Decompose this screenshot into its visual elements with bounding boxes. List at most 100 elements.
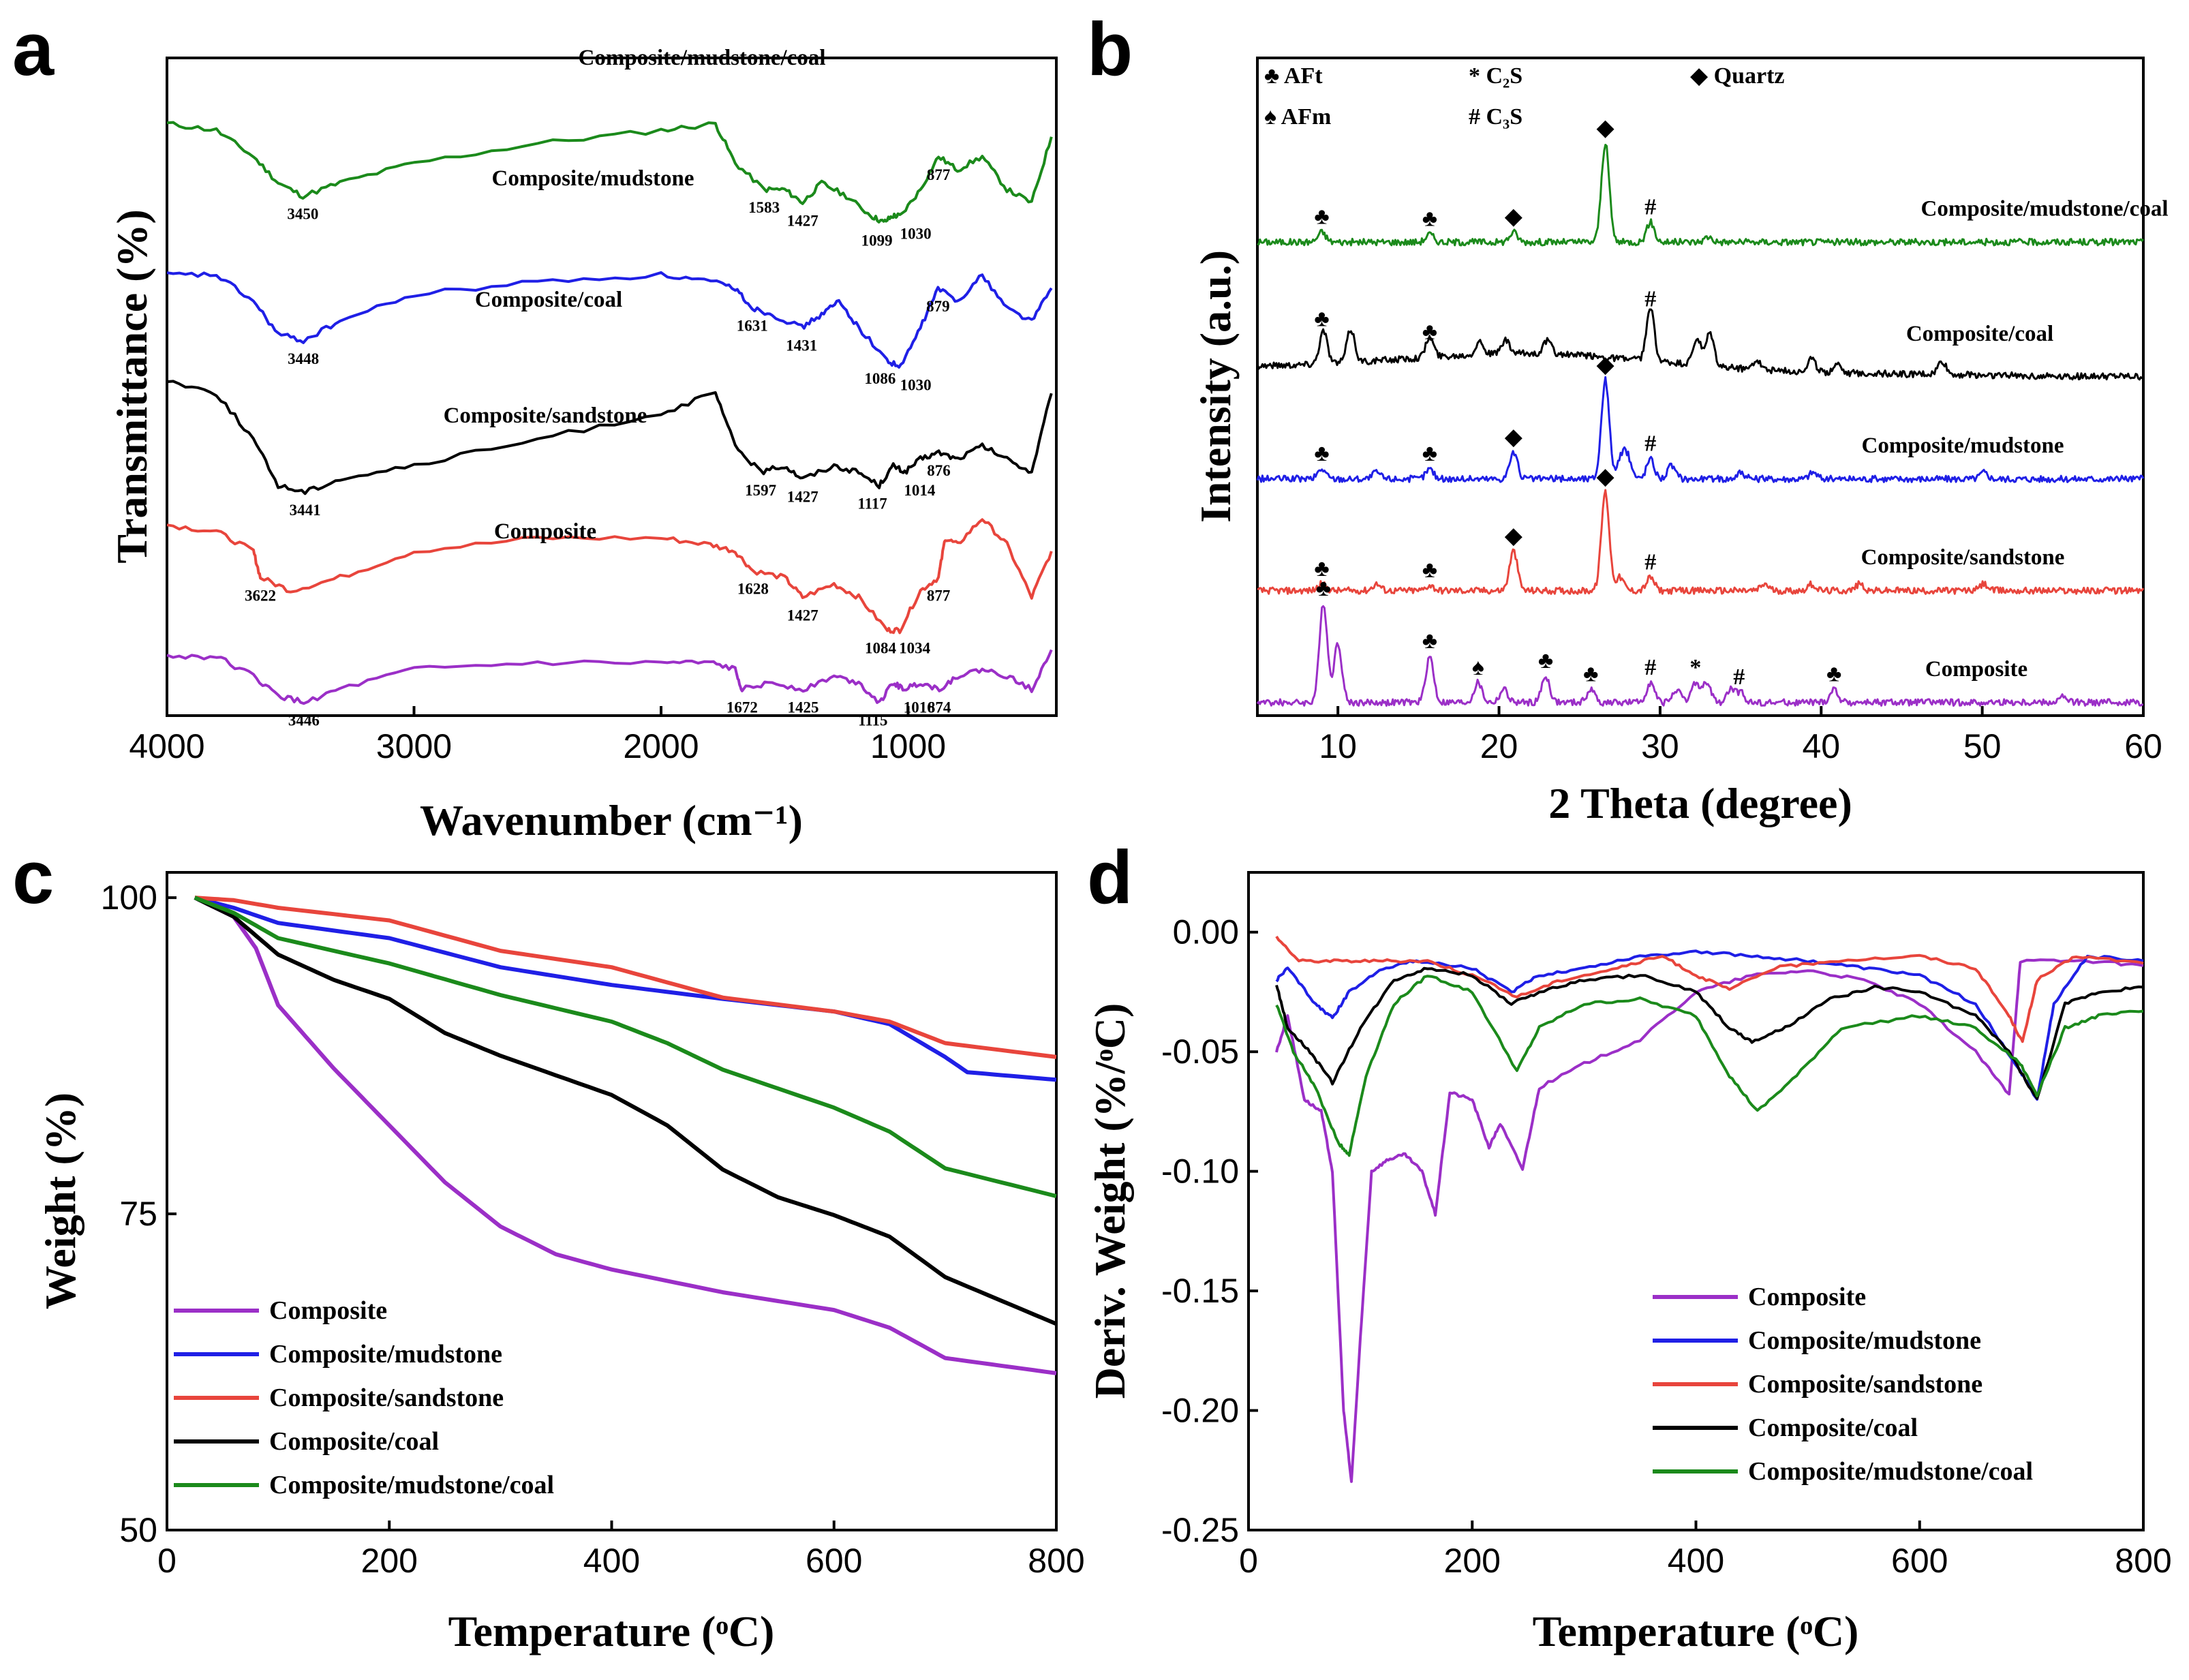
panel-b-legend-c-s: * C₂S xyxy=(1469,63,1522,89)
panel-d-legend-label: Composite xyxy=(1748,1283,1866,1311)
panel-b-xtick-label: 60 xyxy=(2124,727,2162,765)
panel-d-xlabel: Temperature (ᵒC) xyxy=(1533,1607,1859,1655)
panel-c-line-composite-sandstone xyxy=(194,896,1057,1059)
panel-c-tg: 0 200 400 600 800 50 75 100 Composite Composite/… xyxy=(36,871,1085,1655)
panel-b-phase-marker: ♣ xyxy=(1314,441,1329,466)
panel-a-peak-label: 877 xyxy=(927,166,951,183)
panel-a-peak-label: 1431 xyxy=(786,337,817,354)
panel-c-legend-label: Composite/coal xyxy=(269,1427,439,1456)
panel-c-line-composite xyxy=(194,896,1057,1375)
panel-d-ylabel: Deriv. Weight (%/ᵒC) xyxy=(1086,1003,1134,1399)
panel-b-series-label: Composite xyxy=(1925,657,2027,682)
panel-d-line-composite-mudstone-coal xyxy=(1275,975,2144,1157)
panel-b-line-composite-mudstone xyxy=(1256,376,2145,483)
panel-c-line-composite-mudstone-coal xyxy=(194,896,1057,1199)
panel-a-peak-label: 874 xyxy=(928,699,951,716)
panel-d-ytick-label: -0.15 xyxy=(1161,1272,1239,1310)
panel-a-line-composite-mudstone-coal xyxy=(166,121,1053,224)
panel-b-xtick-label: 40 xyxy=(1802,727,1840,765)
panel-a-peak-label: 1014 xyxy=(904,482,936,499)
panel-a-peak-label: 1030 xyxy=(900,226,932,243)
panel-a-peak-label: 1115 xyxy=(858,712,887,729)
panel-b-line-composite-mudstone-coal xyxy=(1257,144,2145,247)
panel-a-series-label: Composite xyxy=(494,519,596,544)
panel-a-peak-label: 1583 xyxy=(748,199,780,216)
panel-a-xlabel: Wavenumber (cm⁻¹) xyxy=(420,796,803,844)
panel-a-peak-label: 1425 xyxy=(787,699,818,716)
panel-b-phase-marker: ♣ xyxy=(1316,576,1331,601)
panel-b-phase-marker: # xyxy=(1644,194,1656,219)
panel-b-phase-marker: ♣ xyxy=(1314,306,1329,331)
panel-a-xtick-label: 3000 xyxy=(376,727,452,765)
panel-d-xtick-label: 0 xyxy=(1239,1542,1258,1580)
panel-a-peak-label: 876 xyxy=(927,462,951,479)
panel-b-phase-marker: ♣ xyxy=(1583,661,1598,686)
panel-d-legend-label: Composite/coal xyxy=(1748,1414,1918,1442)
panel-d-legend-label: Composite/mudstone/coal xyxy=(1748,1457,2033,1486)
panel-b-phase-marker: ◆ xyxy=(1505,425,1523,450)
panel-d-legend-label: Composite/mudstone xyxy=(1748,1326,1981,1355)
panel-d-ytick-label: 0.00 xyxy=(1173,913,1239,951)
panel-b-xtick-label: 10 xyxy=(1319,727,1357,765)
panel-c-ylabel: Weight (%) xyxy=(36,1093,85,1309)
panel-d-xtick-label: 800 xyxy=(2115,1542,2171,1580)
panel-b-xtick-label: 20 xyxy=(1480,727,1518,765)
panel-a-peak-label: 1117 xyxy=(857,495,887,512)
panel-b-phase-marker: # xyxy=(1644,655,1656,680)
panel-b-phase-marker: ♣ xyxy=(1314,556,1329,581)
panel-b-legend-quartz: ◆ Quartz xyxy=(1690,63,1785,89)
panel-a-frame xyxy=(166,57,1058,717)
panel-c-legend-label: Composite/mudstone/coal xyxy=(269,1471,554,1499)
panel-c-xtick-label: 200 xyxy=(361,1542,418,1580)
panel-b-phase-marker: ♣ xyxy=(1314,204,1329,230)
panel-d-xtick-label: 400 xyxy=(1668,1542,1724,1580)
panel-a-peak-label: 1631 xyxy=(737,318,768,335)
panel-b-legend-aft: ♣ AFt xyxy=(1264,63,1323,89)
panel-a-xtick-label: 4000 xyxy=(129,727,204,765)
panel-a-peak-label: 877 xyxy=(927,587,951,604)
panel-letter-d: d xyxy=(1087,836,1133,919)
panel-b-phase-marker: ◆ xyxy=(1596,115,1614,140)
panel-a-ylabel: Transmittance (%) xyxy=(108,209,156,564)
panel-c-xlabel: Temperature (ᵒC) xyxy=(448,1607,775,1655)
panel-a-peak-label: 1034 xyxy=(899,640,931,657)
panel-a-peak-label: 1628 xyxy=(737,581,769,598)
panel-b-phase-marker: ◆ xyxy=(1596,464,1614,489)
panel-b-series-label: Composite/mudstone/coal xyxy=(1921,197,2169,222)
panel-a-series-label: Composite/mudstone/coal xyxy=(579,46,826,70)
panel-a-peak-label: 1427 xyxy=(787,607,818,624)
panel-a-line-composite-sandstone xyxy=(166,518,1053,635)
panel-a-peak-label: 1672 xyxy=(726,699,758,716)
panel-b-series-label: Composite/sandstone xyxy=(1861,545,2065,570)
panel-c-line-composite-coal xyxy=(194,896,1058,1326)
panel-b-phase-marker: ♣ xyxy=(1422,628,1437,654)
panel-c-xtick-label: 400 xyxy=(583,1542,640,1580)
panel-b-line-composite-sandstone xyxy=(1257,489,2145,595)
panel-a-peak-label: 1030 xyxy=(900,377,932,394)
panel-letter-c: c xyxy=(12,836,54,919)
panel-b-xlabel: 2 Theta (degree) xyxy=(1548,779,1852,827)
panel-b-xtick-label: 50 xyxy=(1963,727,2002,765)
panel-a-peak-label: 1099 xyxy=(861,232,893,249)
panel-a-ftir: Composite/mudstone/coal 3450 1583 1427 1099 1… xyxy=(108,46,1058,844)
panel-a-xtick-label: 1000 xyxy=(870,727,946,765)
panel-b-phase-marker: ♣ xyxy=(1422,558,1437,583)
panel-c-line-composite-mudstone xyxy=(194,896,1057,1082)
panel-b-phase-marker: # xyxy=(1644,549,1656,575)
panel-a-series-label: Composite/sandstone xyxy=(444,403,647,428)
panel-a-series-label: Composite/coal xyxy=(475,288,622,312)
panel-b-xtick-label: 30 xyxy=(1641,727,1679,765)
panel-b-phase-marker: ♣ xyxy=(1422,320,1437,345)
panel-b-phase-marker: ◆ xyxy=(1505,204,1523,230)
panel-c-ytick-label: 75 xyxy=(119,1195,157,1233)
panel-b-phase-marker: ♣ xyxy=(1538,648,1553,673)
panel-b-legend-c-s: # C₃S xyxy=(1469,104,1522,129)
panel-a-line-composite-coal xyxy=(166,380,1053,495)
panel-c-xtick-label: 600 xyxy=(806,1542,862,1580)
panel-a-peak-label: 3622 xyxy=(245,587,276,604)
panel-a-peak-label: 879 xyxy=(926,298,950,315)
panel-a-peak-label: 1597 xyxy=(745,482,776,499)
panel-d-line-composite-sandstone xyxy=(1275,935,2144,1043)
panel-a-peak-label: 1427 xyxy=(787,212,818,229)
